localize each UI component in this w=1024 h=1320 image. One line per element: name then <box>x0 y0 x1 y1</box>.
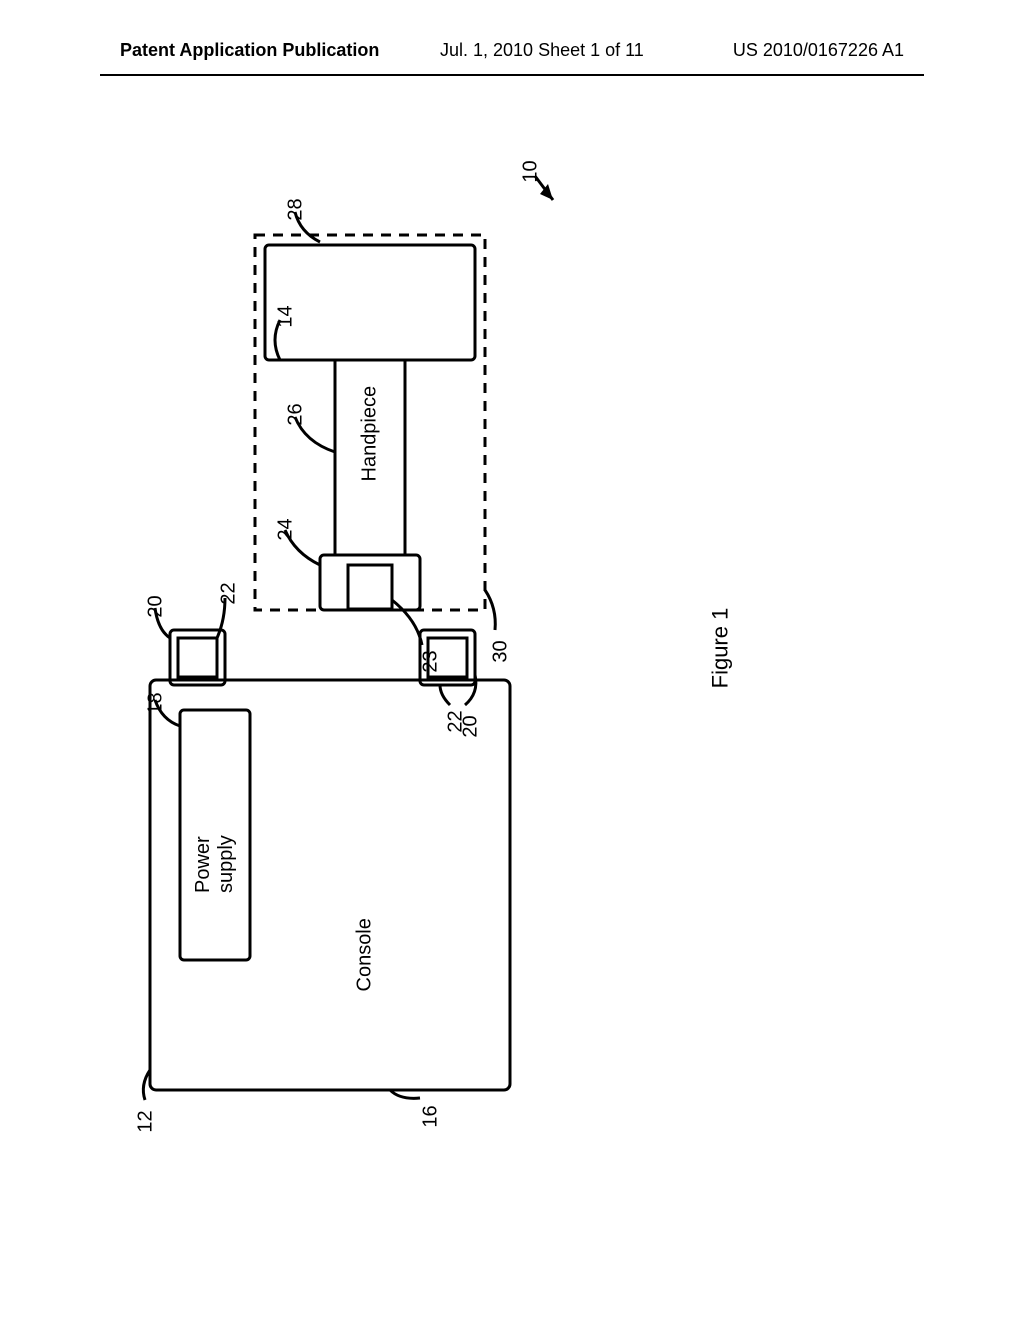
leader-23 <box>392 600 422 645</box>
ref-28: 28 <box>285 198 308 220</box>
connector-23 <box>348 565 392 609</box>
leader-30 <box>485 590 495 630</box>
ref-22a: 22 <box>218 582 241 604</box>
connector-22-top <box>178 638 217 677</box>
ref-14: 14 <box>275 305 298 327</box>
ref-24: 24 <box>275 518 298 540</box>
header-left: Patent Application Publication <box>120 40 379 61</box>
page: Patent Application Publication Jul. 1, 2… <box>0 0 1024 1320</box>
page-header: Patent Application Publication Jul. 1, 2… <box>0 40 1024 70</box>
ref-12: 12 <box>135 1110 158 1132</box>
leader-22b <box>440 685 450 705</box>
connector-24 <box>320 555 420 610</box>
ref-23: 23 <box>420 650 443 672</box>
figure-caption: Figure 1 <box>707 608 733 689</box>
ref-26: 26 <box>285 403 308 425</box>
diagram-wrapper: Power supply Console Handpiece 10 12 14 … <box>120 170 904 1150</box>
header-center: Jul. 1, 2010 Sheet 1 of 11 <box>440 40 644 61</box>
ref-16: 16 <box>420 1105 443 1127</box>
ref-10: 10 <box>520 160 543 182</box>
ref-22b: 22 <box>445 710 468 732</box>
header-rule <box>100 74 924 76</box>
ref-18: 18 <box>145 692 168 714</box>
header-right: US 2010/0167226 A1 <box>733 40 904 61</box>
ref-30: 30 <box>490 640 513 662</box>
ref-20a: 20 <box>145 595 168 617</box>
handpiece-body <box>265 245 475 360</box>
